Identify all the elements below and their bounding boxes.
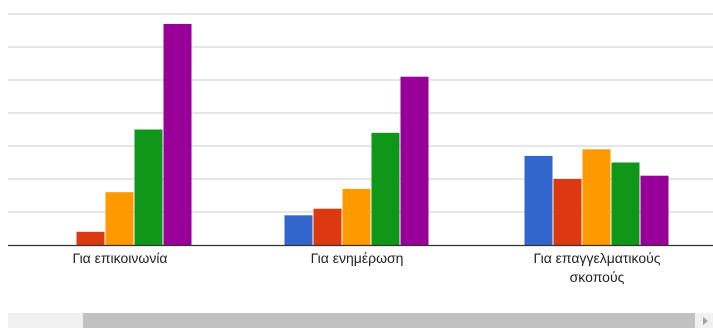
bar-2-2[interactable]: [313, 208, 342, 245]
bar-2-4[interactable]: [371, 132, 400, 245]
scroll-right-arrow-icon[interactable]: [699, 313, 711, 328]
bar-chart: [8, 13, 713, 247]
bar-3-5[interactable]: [640, 175, 669, 245]
bar-2-5[interactable]: [400, 76, 429, 245]
bar-1-3[interactable]: [105, 192, 134, 245]
bar-1-2[interactable]: [76, 231, 105, 245]
category-label: Για ενημέρωση: [310, 250, 404, 266]
horizontal-scrollbar[interactable]: [8, 313, 713, 328]
chart-area: Για επικοινωνία Για ενημέρωση Για επαγγελμ…: [8, 13, 713, 285]
category-label: Για επαγγελματικούς σκοπούς: [533, 250, 661, 285]
bar-3-3[interactable]: [582, 149, 611, 245]
bar-2-1[interactable]: [284, 215, 313, 245]
bar-3-1[interactable]: [524, 155, 553, 245]
scrollbar-thumb[interactable]: [83, 313, 695, 328]
bar-1-5[interactable]: [163, 23, 192, 246]
bar-3-2[interactable]: [553, 179, 582, 245]
bar-2-3[interactable]: [342, 188, 371, 245]
bar-1-4[interactable]: [134, 129, 163, 246]
bars: [76, 23, 669, 246]
category-label: Για επικοινωνία: [72, 250, 168, 266]
gridlines: [8, 13, 713, 213]
bar-3-4[interactable]: [611, 162, 640, 246]
